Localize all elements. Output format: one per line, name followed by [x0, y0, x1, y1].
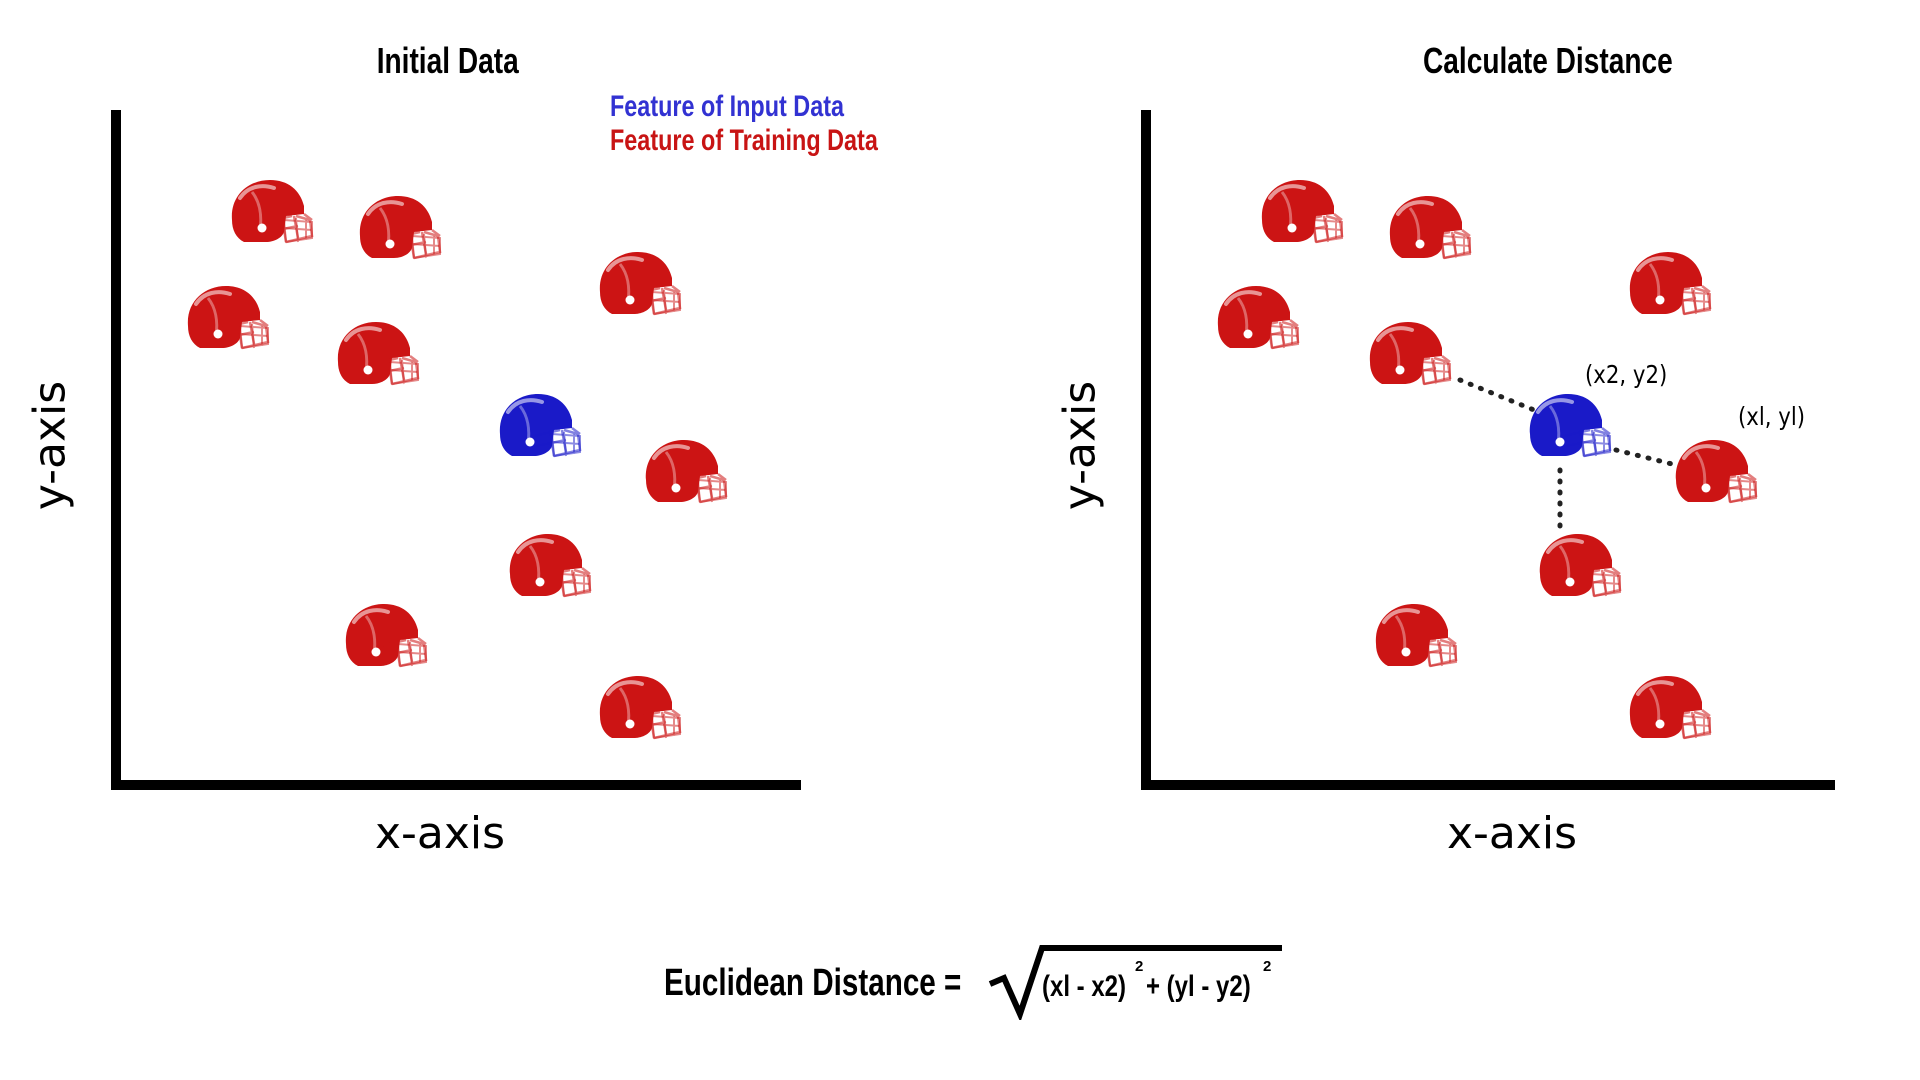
right-y-axis-line [1141, 110, 1151, 790]
formula-exponent2: 2 [1263, 958, 1272, 975]
training-helmet-icon [1624, 248, 1716, 320]
input-helmet-icon [1524, 390, 1616, 462]
training-helmet-icon [1256, 176, 1348, 248]
training-helmet-icon [1670, 436, 1762, 508]
formula-term2: + (yl - y2) [1146, 970, 1251, 1003]
training-helmet-icon [1534, 530, 1626, 602]
distance-line-to-right-neighbor [1613, 447, 1683, 469]
training-helmet-icon [1384, 192, 1476, 264]
left-x-axis-line [111, 780, 801, 790]
training-helmet-icon [594, 248, 686, 320]
legend-training: Feature of Training Data [610, 124, 878, 157]
right-panel-title: Calculate Distance [1423, 40, 1673, 81]
coord-label-neighbor: (xl, yl) [1738, 402, 1806, 431]
coord-label-input: (x2, y2) [1585, 360, 1668, 389]
distance-line-to-left-neighbor [1457, 377, 1537, 413]
training-helmet-icon [182, 282, 274, 354]
legend-input: Feature of Input Data [610, 90, 845, 123]
left-panel-title: Initial Data [376, 40, 519, 81]
input-helmet-icon [494, 390, 586, 462]
training-helmet-icon [226, 176, 318, 248]
formula-exponent1: 2 [1135, 958, 1144, 975]
training-helmet-icon [332, 318, 424, 390]
training-helmet-icon [1212, 282, 1304, 354]
training-helmet-icon [1370, 600, 1462, 672]
training-helmet-icon [640, 436, 732, 508]
training-helmet-icon [1364, 318, 1456, 390]
left-y-axis-line [111, 110, 121, 790]
training-helmet-icon [354, 192, 446, 264]
left-x-axis-label: x-axis [374, 808, 506, 859]
training-helmet-icon [594, 672, 686, 744]
training-helmet-icon [504, 530, 596, 602]
formula-term1: (xl - x2) [1042, 970, 1127, 1003]
right-x-axis-label: x-axis [1446, 808, 1578, 859]
formula-lhs: Euclidean Distance = [664, 962, 962, 1004]
square-root-sign-icon [988, 945, 1282, 1020]
training-helmet-icon [340, 600, 432, 672]
right-x-axis-line [1141, 780, 1835, 790]
training-helmet-icon [1624, 672, 1716, 744]
